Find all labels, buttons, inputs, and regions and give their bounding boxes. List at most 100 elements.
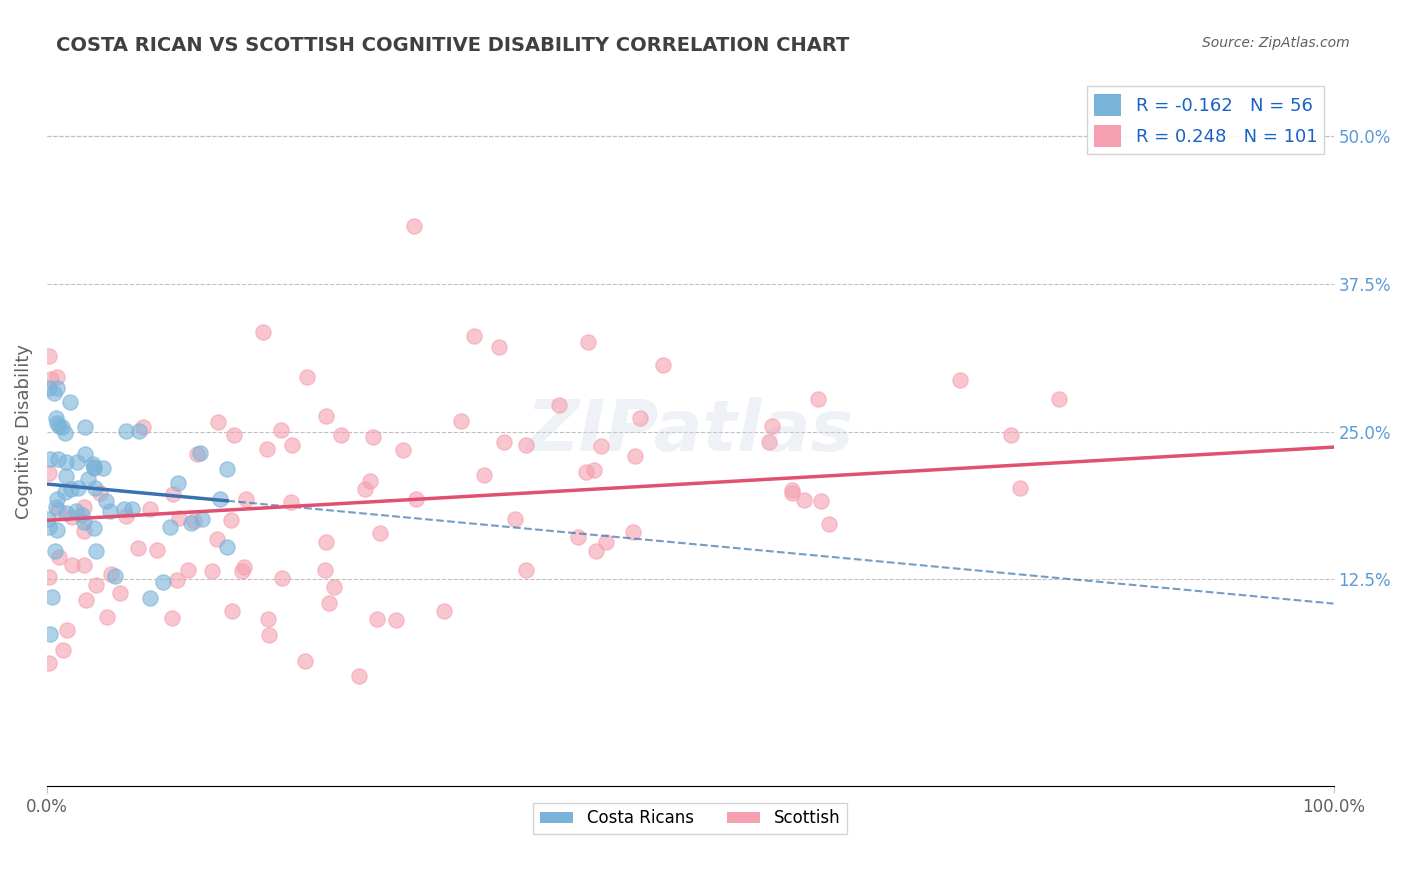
Costa Ricans [53,426,76,441]
Scottish [46,370,69,384]
Costa Ricans [209,492,232,507]
Scottish [270,423,292,437]
Costa Ricans [104,569,127,583]
Scottish [503,512,526,526]
Costa Ricans [70,508,93,522]
Scottish [450,414,472,428]
Costa Ricans [83,459,105,474]
Scottish [576,335,599,350]
Scottish [84,578,107,592]
Scottish [595,535,617,549]
Scottish [38,466,60,480]
Text: ZIPatlas: ZIPatlas [526,397,853,467]
Scottish [252,325,274,339]
Costa Ricans [76,472,98,486]
Scottish [1008,481,1031,495]
Costa Ricans [167,475,190,490]
Scottish [46,503,69,517]
Scottish [73,524,96,538]
Scottish [488,340,510,354]
Scottish [207,415,229,429]
Costa Ricans [67,481,90,495]
Scottish [219,513,242,527]
Legend: Costa Ricans, Scottish: Costa Ricans, Scottish [533,803,846,834]
Scottish [433,603,456,617]
Scottish [392,442,415,457]
Costa Ricans [46,523,69,537]
Scottish [231,564,253,578]
Scottish [115,508,138,523]
Costa Ricans [115,424,138,438]
Scottish [176,563,198,577]
Scottish [652,358,675,372]
Scottish [359,474,381,488]
Scottish [280,495,302,509]
Costa Ricans [55,455,77,469]
Scottish [494,435,516,450]
Costa Ricans [152,575,174,590]
Scottish [318,596,340,610]
Costa Ricans [51,420,73,434]
Costa Ricans [44,543,66,558]
Costa Ricans [59,395,82,409]
Costa Ricans [48,452,70,467]
Scottish [314,562,336,576]
Costa Ricans [84,544,107,558]
Scottish [48,549,70,564]
Scottish [315,409,337,423]
Scottish [472,467,495,482]
Scottish [758,434,780,449]
Scottish [347,669,370,683]
Costa Ricans [41,590,63,604]
Scottish [624,450,647,464]
Scottish [294,654,316,668]
Scottish [224,428,246,442]
Costa Ricans [112,502,135,516]
Costa Ricans [73,516,96,530]
Scottish [323,580,346,594]
Scottish [51,643,73,657]
Scottish [257,627,280,641]
Scottish [1047,392,1070,406]
Scottish [761,419,783,434]
Scottish [548,398,571,412]
Costa Ricans [66,455,89,469]
Costa Ricans [65,504,87,518]
Scottish [100,566,122,581]
Scottish [1000,428,1022,442]
Scottish [585,544,607,558]
Scottish [793,492,815,507]
Scottish [270,571,292,585]
Scottish [221,604,243,618]
Scottish [256,612,278,626]
Costa Ricans [55,469,77,483]
Costa Ricans [55,506,77,520]
Scottish [366,611,388,625]
Scottish [139,502,162,516]
Y-axis label: Cognitive Disability: Cognitive Disability [15,344,32,519]
Scottish [628,411,651,425]
Costa Ricans [159,519,181,533]
Costa Ricans [45,410,67,425]
Scottish [329,427,352,442]
Costa Ricans [96,493,118,508]
Scottish [949,373,972,387]
Scottish [780,486,803,500]
Scottish [162,487,184,501]
Costa Ricans [73,447,96,461]
Scottish [183,514,205,528]
Scottish [127,541,149,556]
Scottish [315,535,337,549]
Scottish [621,524,644,539]
Scottish [38,657,60,671]
Scottish [55,623,77,637]
Scottish [131,419,153,434]
Scottish [818,516,841,531]
Costa Ricans [46,416,69,430]
Costa Ricans [98,504,121,518]
Scottish [38,349,60,363]
Costa Ricans [75,420,97,434]
Costa Ricans [188,446,211,460]
Costa Ricans [83,521,105,535]
Costa Ricans [45,500,67,515]
